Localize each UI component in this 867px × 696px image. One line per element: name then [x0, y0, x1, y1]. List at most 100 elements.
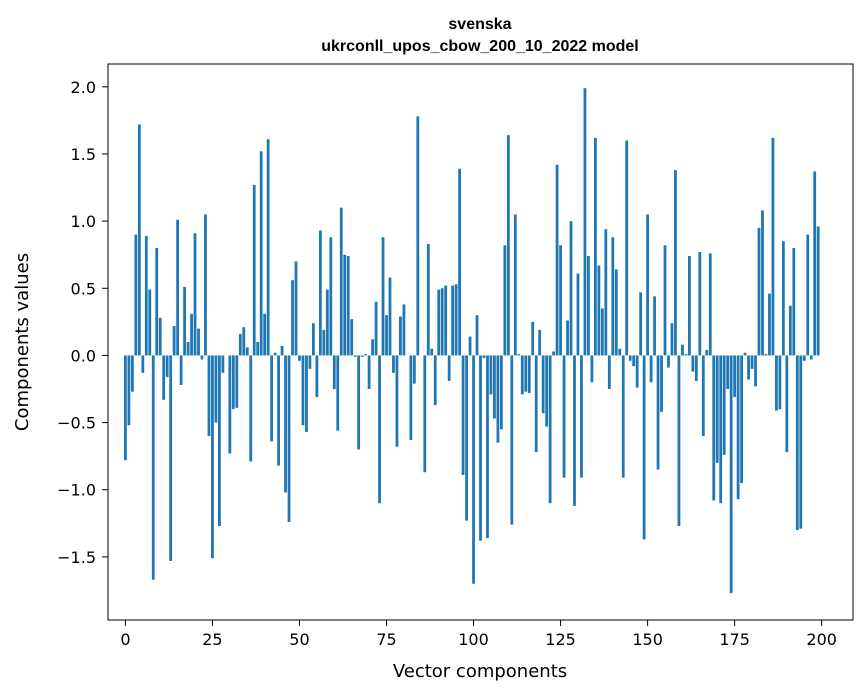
bar-22 [200, 355, 204, 360]
bar-187 [775, 355, 778, 411]
bar-31 [231, 355, 235, 410]
bar-52 [305, 355, 308, 432]
bar-188 [778, 355, 782, 410]
bar-79 [399, 316, 402, 356]
bar-154 [660, 355, 663, 412]
bar-108 [500, 355, 503, 430]
bar-38 [256, 342, 260, 356]
bar-93 [447, 355, 451, 381]
bar-190 [785, 355, 789, 453]
bar-75 [385, 315, 388, 356]
bar-186 [771, 137, 775, 356]
bar-92 [444, 285, 448, 356]
bar-112 [513, 214, 517, 356]
bar-46 [284, 355, 287, 493]
bar-99 [468, 336, 472, 356]
y-tick-label-2: −0.5 [57, 414, 96, 433]
bar-51 [301, 355, 305, 426]
bar-110 [506, 135, 510, 356]
bar-1 [127, 355, 131, 426]
bar-167 [705, 350, 709, 356]
bar-54 [312, 323, 315, 356]
bar-59 [329, 237, 333, 356]
bar-19 [190, 313, 193, 356]
bar-77 [392, 355, 395, 373]
bar-163 [691, 355, 695, 372]
bar-12 [165, 355, 169, 377]
bar-159 [677, 355, 681, 526]
bar-13 [169, 355, 173, 561]
bar-182 [757, 227, 761, 356]
bar-6 [144, 235, 148, 356]
bar-122 [548, 355, 552, 504]
bar-96 [458, 168, 462, 356]
bar-84 [416, 116, 420, 356]
bar-72 [374, 301, 378, 356]
bar-39 [259, 151, 263, 356]
bar-165 [698, 252, 702, 356]
bar-174 [729, 355, 733, 594]
bar-41 [266, 139, 270, 356]
bar-73 [378, 355, 381, 504]
bar-113 [517, 354, 521, 356]
bar-36 [249, 355, 253, 462]
bar-171 [719, 355, 723, 504]
bar-106 [493, 355, 496, 419]
bar-45 [280, 346, 284, 356]
bar-105 [489, 355, 493, 395]
bar-14 [172, 325, 176, 356]
bar-194 [799, 355, 803, 529]
bar-193 [795, 355, 799, 531]
bar-152 [653, 296, 656, 356]
bar-172 [722, 355, 726, 455]
bar-127 [566, 320, 569, 356]
bar-137 [600, 308, 604, 356]
x-tick-label-3: 75 [376, 630, 396, 649]
bar-20 [193, 233, 197, 356]
bar-103 [482, 355, 486, 359]
bar-161 [684, 354, 688, 356]
bar-183 [761, 210, 764, 356]
bar-89 [433, 355, 437, 406]
bar-56 [318, 230, 322, 356]
bar-78 [395, 355, 399, 447]
bar-196 [806, 234, 810, 356]
bar-192 [792, 247, 796, 356]
bar-146 [632, 355, 636, 367]
bar-145 [628, 355, 632, 361]
bar-138 [604, 229, 608, 356]
x-tick-label-7: 175 [719, 630, 750, 649]
bar-66 [353, 355, 357, 357]
bar-57 [322, 329, 326, 356]
bar-191 [788, 305, 792, 356]
bar-25 [211, 355, 214, 559]
bar-180 [750, 355, 754, 369]
bar-195 [802, 355, 806, 361]
y-axis-ticks: −1.5 −1.0 −0.5 0.0 0.5 1.0 1.5 2.0 [57, 78, 108, 567]
bar-132 [583, 88, 587, 356]
bar-30 [228, 355, 232, 454]
bar-50 [298, 355, 301, 361]
bar-102 [479, 355, 482, 541]
bar-42 [270, 355, 274, 442]
bar-18 [186, 342, 190, 356]
bar-76 [388, 277, 392, 356]
y-tick-label-3: 0.0 [71, 346, 96, 365]
bar-4 [137, 124, 141, 356]
bar-17 [183, 286, 186, 356]
bar-119 [538, 329, 542, 356]
chart-title-line-1: svenska [448, 16, 511, 33]
bar-175 [733, 355, 737, 398]
y-tick-label-1: −1.0 [57, 481, 96, 500]
bar-40 [263, 313, 267, 356]
bar-173 [726, 355, 730, 389]
bar-63 [343, 254, 347, 356]
bar-71 [371, 339, 374, 356]
bar-23 [204, 214, 207, 356]
bar-168 [708, 253, 712, 356]
bar-199 [816, 226, 820, 356]
bar-62 [339, 207, 343, 356]
bar-8 [151, 355, 155, 580]
bar-65 [350, 319, 354, 356]
bar-130 [576, 273, 580, 356]
